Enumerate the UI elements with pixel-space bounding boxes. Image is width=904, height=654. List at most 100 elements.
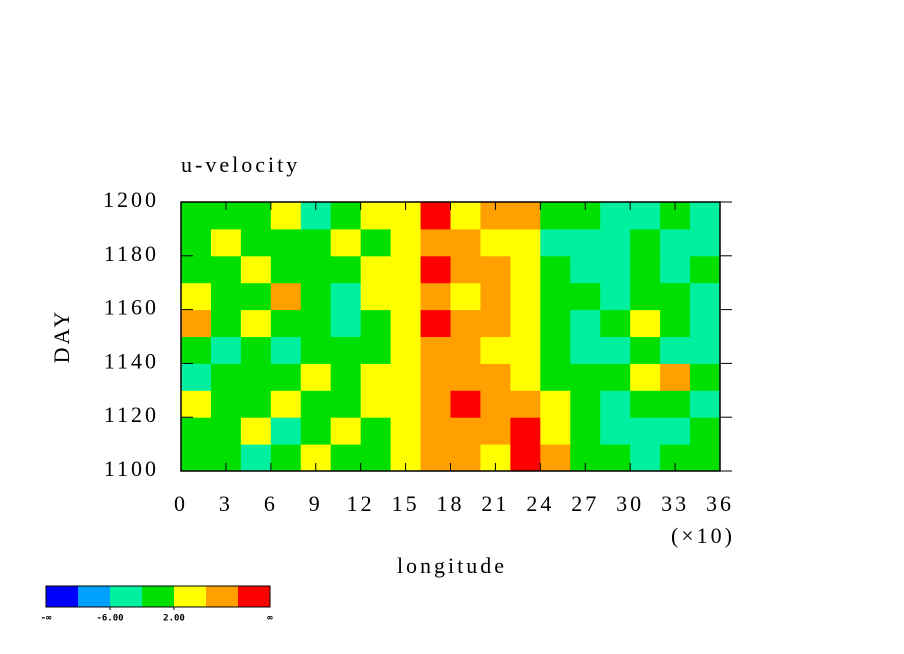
y-tick-label: 1140 (104, 348, 159, 373)
cell (210, 336, 242, 364)
cell (630, 309, 661, 337)
cell (690, 444, 721, 472)
cell (660, 363, 691, 391)
cell (480, 228, 511, 257)
x-tick-label: 33 (661, 491, 689, 516)
cell (181, 202, 212, 230)
cell (450, 282, 481, 311)
cell (630, 444, 661, 472)
cell (300, 282, 332, 311)
cell (690, 282, 721, 311)
cell (510, 202, 541, 230)
cell (300, 309, 332, 337)
cell (210, 309, 242, 337)
x-tick-label: 30 (616, 491, 644, 516)
cell (420, 202, 451, 230)
cell (300, 417, 332, 445)
colorbar-box (78, 586, 110, 607)
cell (420, 417, 451, 445)
cell (330, 390, 362, 418)
cell (390, 363, 422, 391)
cell (480, 363, 511, 391)
cell (540, 336, 571, 364)
cell (660, 255, 691, 284)
cell (540, 390, 571, 418)
cell (360, 444, 392, 472)
colorbar-label: -6.00 (96, 614, 123, 624)
cell (240, 255, 272, 284)
cell (181, 309, 212, 337)
cell (510, 309, 541, 337)
cell (360, 417, 392, 445)
cell (210, 417, 242, 445)
cell (570, 390, 601, 418)
cell (510, 228, 541, 257)
cell (540, 417, 571, 445)
cell (540, 363, 571, 391)
cell (690, 390, 721, 418)
cell (240, 390, 272, 418)
cell (450, 390, 481, 418)
cell (330, 309, 362, 337)
x-tick-label: 21 (481, 491, 509, 516)
colorbar-label: ∞ (267, 614, 273, 624)
cell (420, 363, 451, 391)
cell (630, 282, 661, 311)
cell (181, 417, 212, 445)
colorbar-box (110, 586, 142, 607)
cell (240, 417, 272, 445)
cell (420, 390, 451, 418)
y-tick-label: 1160 (104, 295, 159, 320)
cell (420, 444, 451, 472)
chart-title: u-velocity (181, 152, 300, 177)
cell (600, 444, 631, 472)
cell (600, 336, 631, 364)
cell (181, 363, 212, 391)
cell (330, 444, 362, 472)
cell (181, 282, 212, 311)
x-tick-label: 15 (392, 491, 420, 516)
cell (630, 336, 661, 364)
cell (450, 309, 481, 337)
cell (240, 202, 272, 230)
x-tick-label: 12 (347, 491, 375, 516)
cell (360, 336, 392, 364)
cell (540, 282, 571, 311)
cell (181, 336, 212, 364)
cell (181, 390, 212, 418)
cell (690, 202, 721, 230)
cell (480, 282, 511, 311)
colorbar-box (142, 586, 174, 607)
cell (360, 363, 392, 391)
cell (480, 390, 511, 418)
cell (540, 309, 571, 337)
cell (210, 363, 242, 391)
cell (240, 444, 272, 472)
cell (420, 336, 451, 364)
x-tick-label: 36 (706, 491, 734, 516)
colorbar-frame (45, 585, 271, 608)
cell (600, 202, 631, 230)
cell (600, 417, 631, 445)
cell (270, 363, 302, 391)
cell (660, 336, 691, 364)
cell (270, 255, 302, 284)
cell (570, 417, 601, 445)
cell (270, 390, 302, 418)
cell (360, 282, 392, 311)
cell (480, 336, 511, 364)
cell (690, 417, 721, 445)
cell (690, 336, 721, 364)
colorbar-box (206, 586, 238, 607)
cell (270, 417, 302, 445)
cell (270, 202, 302, 230)
cell (450, 202, 481, 230)
cell (660, 390, 691, 418)
cell (390, 390, 422, 418)
cell (570, 363, 601, 391)
cell (420, 228, 451, 257)
cell (510, 282, 541, 311)
cell (690, 228, 721, 257)
x-tick-label: 9 (309, 491, 323, 516)
